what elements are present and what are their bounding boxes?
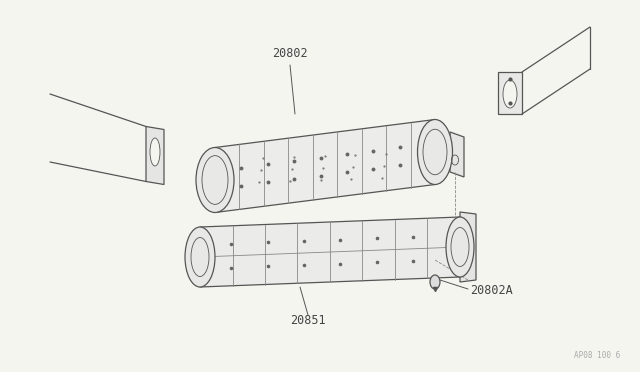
Text: AP08 100 6: AP08 100 6 xyxy=(573,351,620,360)
Polygon shape xyxy=(450,132,464,177)
Ellipse shape xyxy=(417,119,452,185)
Text: 20802A: 20802A xyxy=(470,284,513,297)
Ellipse shape xyxy=(196,148,234,212)
Polygon shape xyxy=(498,72,522,114)
Polygon shape xyxy=(146,126,164,185)
Polygon shape xyxy=(215,119,435,212)
Polygon shape xyxy=(200,217,460,287)
Text: 20851: 20851 xyxy=(290,314,326,327)
Ellipse shape xyxy=(503,80,517,108)
Text: 20802: 20802 xyxy=(272,47,308,60)
Ellipse shape xyxy=(430,275,440,289)
Ellipse shape xyxy=(185,227,215,287)
Ellipse shape xyxy=(150,138,160,166)
Ellipse shape xyxy=(446,217,474,277)
Polygon shape xyxy=(460,212,476,282)
